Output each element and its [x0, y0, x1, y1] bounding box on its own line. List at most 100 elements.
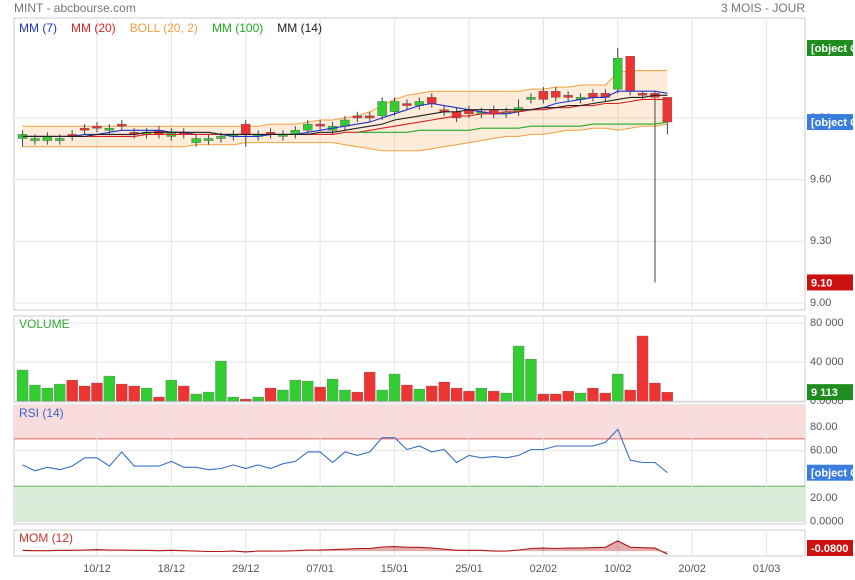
last-value-label: -0.0800 — [811, 543, 848, 555]
volume-bar — [537, 393, 550, 402]
volume-bar — [240, 398, 252, 402]
legend-entry: MM (14) — [277, 21, 322, 35]
volume-bar — [302, 380, 314, 402]
x-tick-label: 07/01 — [306, 563, 334, 575]
last-value-marker — [807, 540, 853, 556]
volume-bar — [326, 378, 339, 402]
volume-bar — [475, 387, 488, 402]
volume-bar — [227, 396, 240, 402]
candle-body — [303, 123, 313, 131]
candle-body — [79, 128, 90, 131]
candle-body — [451, 111, 462, 119]
volume-bar — [525, 358, 537, 402]
volume-bar — [264, 387, 277, 402]
volume-bar — [376, 389, 388, 402]
x-tick-label: 01/03 — [753, 563, 781, 575]
x-tick-label: 20/02 — [678, 563, 706, 575]
candle-body — [352, 115, 363, 119]
candle-body — [402, 103, 412, 106]
y-tick-label: 60.00 — [810, 445, 838, 457]
y-tick-label: 9.00 — [810, 297, 831, 309]
candle-body — [662, 97, 673, 123]
volume-bar — [116, 383, 128, 402]
volume-bar — [339, 389, 351, 402]
volume-bar — [103, 375, 116, 402]
candle-body — [625, 56, 635, 92]
volume-bar — [624, 389, 636, 402]
candle-body — [563, 95, 573, 98]
panel-title: MOM (12) — [19, 531, 73, 545]
price-marker — [807, 114, 853, 131]
volume-bar — [463, 390, 475, 402]
volume-bar — [215, 360, 227, 402]
candle-body — [55, 138, 65, 141]
volume-bar — [636, 335, 649, 402]
y-tick-label: 9.30 — [810, 235, 831, 247]
volume-bar — [438, 381, 450, 402]
x-tick-label: 29/12 — [232, 563, 260, 575]
y-tick-label: 80.00 — [810, 421, 838, 433]
volume-bar — [190, 393, 202, 402]
x-tick-label: 02/02 — [530, 563, 558, 575]
indicator-line — [22, 428, 668, 474]
candle-body — [588, 93, 598, 98]
last-value-label: 9 113 — [811, 387, 838, 399]
x-tick-label: 15/01 — [381, 563, 409, 575]
moving-average — [357, 121, 668, 133]
zone — [14, 405, 805, 439]
volume-bar — [512, 345, 525, 402]
x-tick-label: 18/12 — [158, 563, 186, 575]
legend-entry: BOLL (20, 2) — [130, 21, 198, 35]
volume-bar — [574, 392, 587, 402]
panel — [13, 315, 806, 403]
indicator-line — [22, 540, 668, 555]
y-tick-label: 9.60 — [810, 174, 831, 186]
volume-bar — [178, 385, 190, 402]
candle-body — [389, 101, 400, 112]
volume-bar — [277, 389, 289, 402]
volume-bar — [29, 384, 41, 402]
price-marker-label: [object Object] — [811, 117, 855, 129]
volume-bar — [54, 383, 66, 402]
last-value-label: [object Object] — [811, 468, 855, 480]
candle-body — [241, 123, 251, 135]
moving-average — [22, 98, 668, 137]
volume-bar — [562, 390, 574, 402]
bollinger-lower — [22, 123, 668, 152]
panel — [13, 529, 806, 557]
volume-bar — [202, 391, 215, 402]
candle-body — [104, 128, 115, 131]
volume-bar — [16, 369, 29, 402]
volume-bar — [153, 396, 165, 402]
price-marker — [807, 274, 853, 291]
candle-body — [117, 123, 127, 127]
volume-bar — [140, 387, 153, 402]
moving-average — [22, 94, 668, 137]
volume-bar — [41, 387, 54, 402]
volume-bar — [289, 379, 302, 402]
volume-bar — [413, 388, 426, 402]
volume-bar — [252, 396, 264, 402]
volume-bar — [66, 379, 78, 402]
x-tick-label: 25/01 — [455, 563, 483, 575]
candle-body — [526, 97, 536, 100]
legend-entry: MM (20) — [71, 21, 116, 35]
price-marker-label: 9.10 — [811, 277, 832, 289]
zone — [14, 486, 805, 522]
volume-bar — [314, 386, 326, 402]
candle-body — [365, 115, 375, 119]
volume-bar — [488, 390, 500, 402]
candle-body — [30, 138, 40, 141]
x-tick-label: 10/12 — [83, 563, 111, 575]
price-marker-label: [object Object] — [811, 43, 855, 55]
panel-title: RSI (14) — [19, 406, 64, 420]
volume-bar — [165, 379, 178, 402]
candle-body — [191, 138, 201, 143]
last-value-marker — [807, 384, 853, 401]
volume-bar — [426, 385, 438, 402]
y-tick-label: 20.00 — [810, 492, 838, 504]
candle-body — [427, 97, 437, 104]
volume-bar — [91, 382, 103, 402]
volume-bar — [500, 392, 512, 402]
